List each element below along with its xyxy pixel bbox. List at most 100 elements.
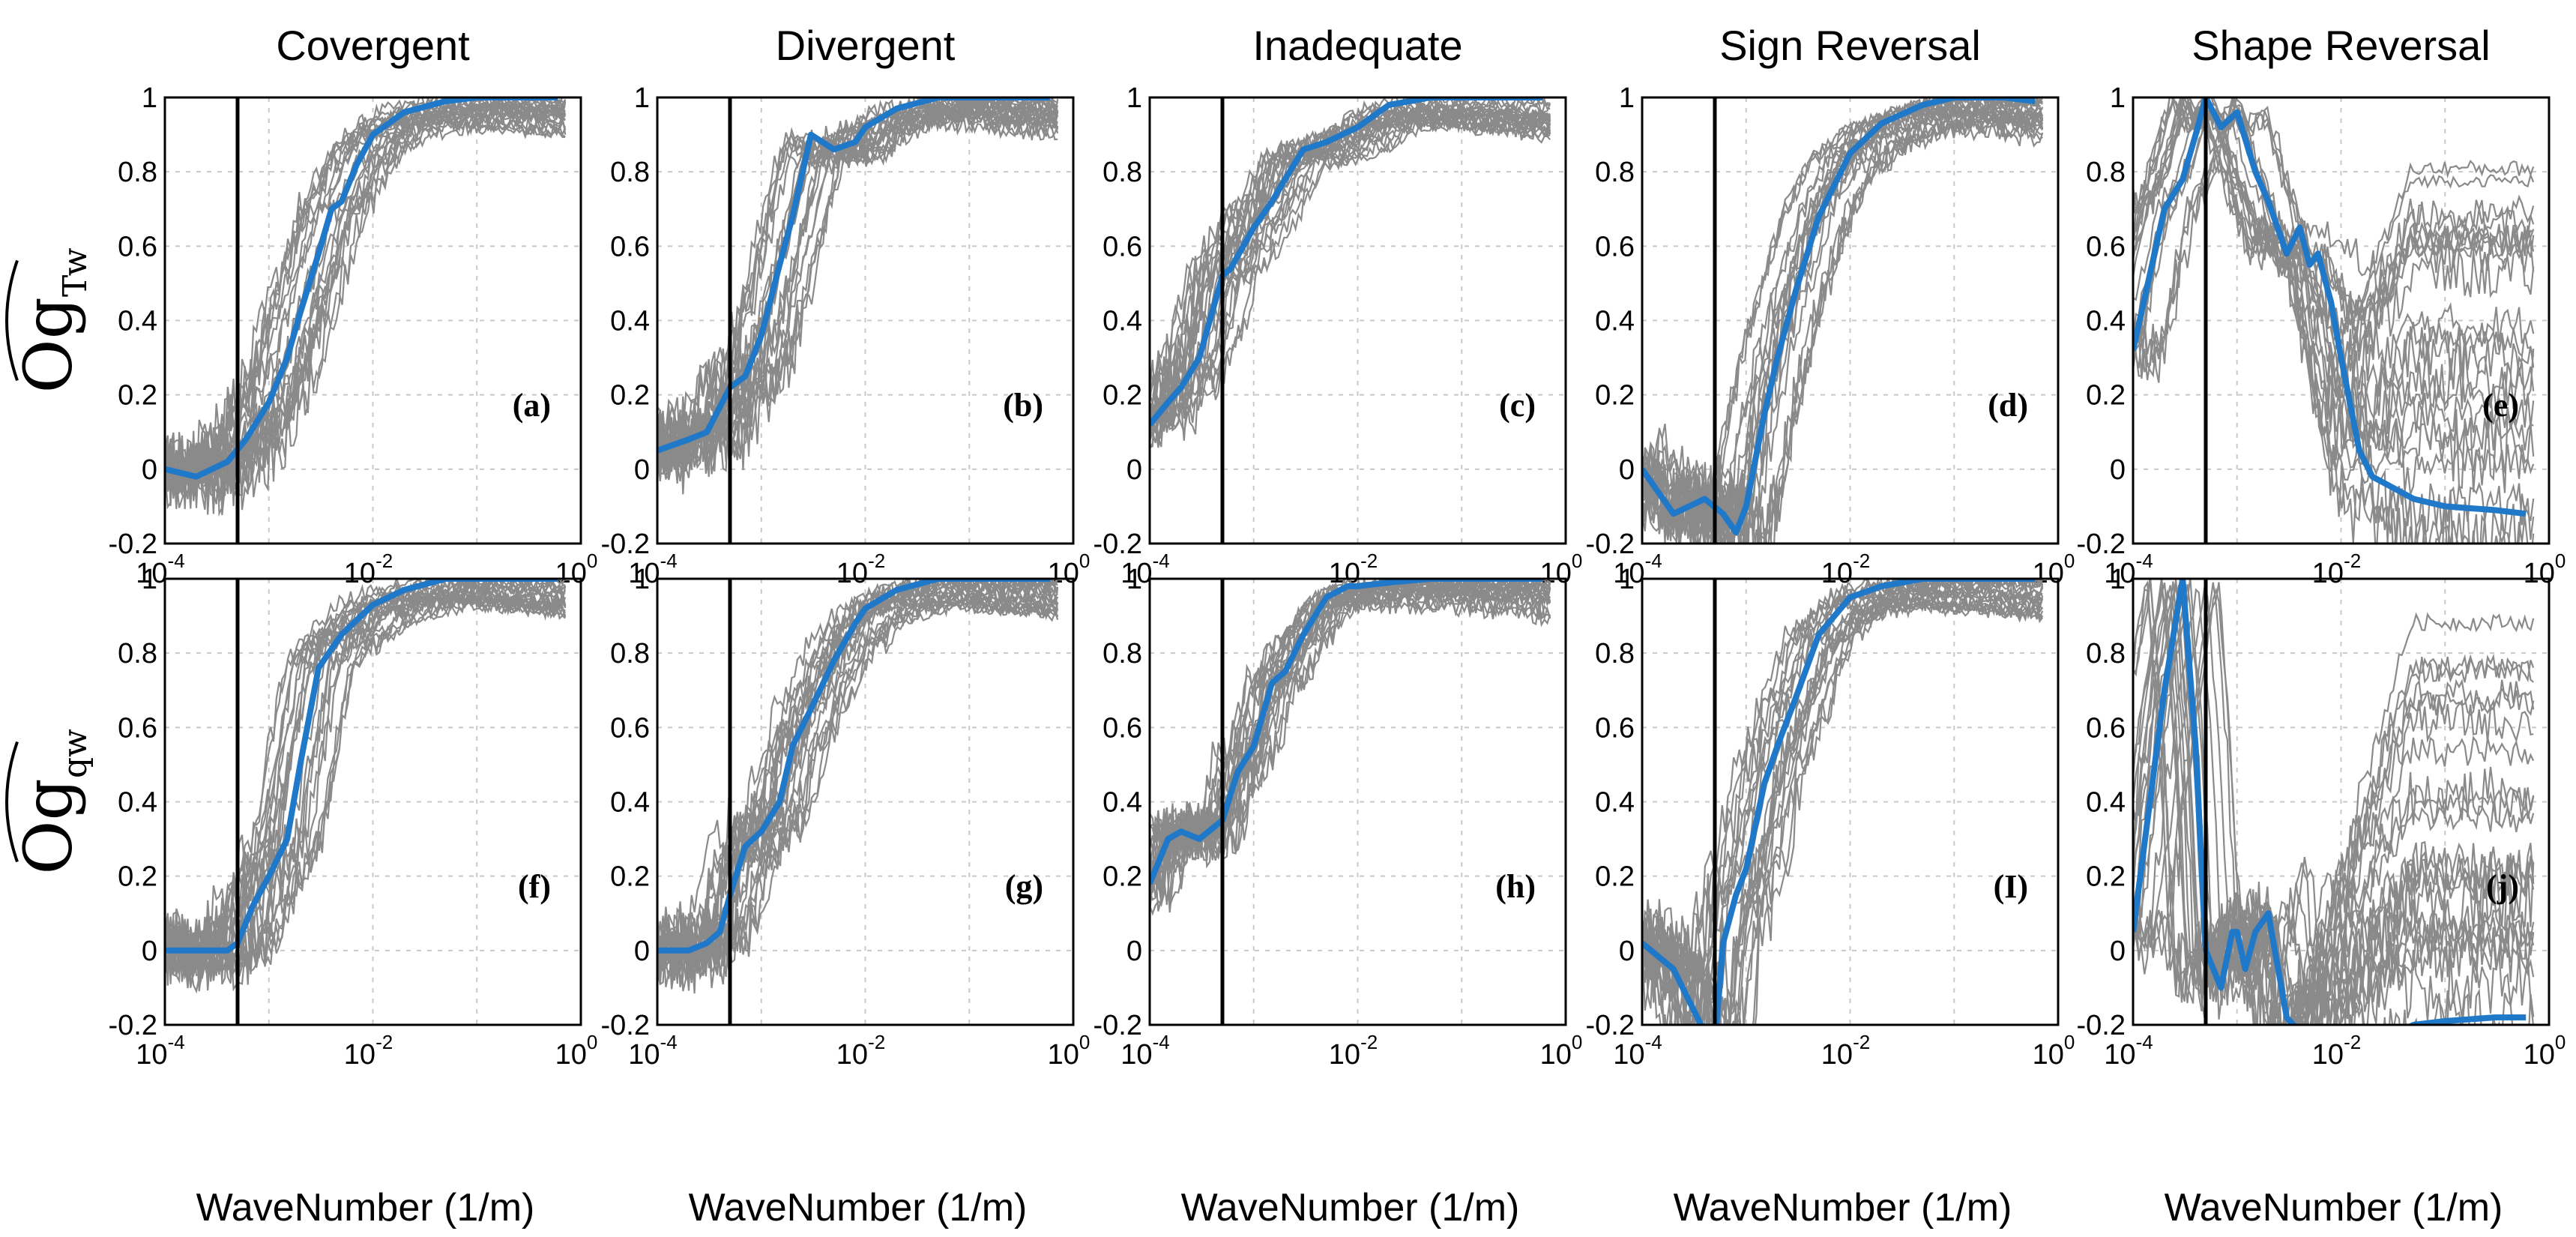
- plot-area: [657, 97, 1059, 495]
- y-tick-label: 0.2: [610, 861, 650, 893]
- y-tick-label: 0.8: [2086, 157, 2126, 188]
- x-tick-label: 100: [2033, 1031, 2075, 1071]
- x-tick-exponent: 0: [1079, 1031, 1090, 1053]
- ylabel-text: Ogqw: [10, 729, 94, 875]
- ensemble-curve: [2133, 579, 2535, 1002]
- x-tick-label: 10-4: [2104, 1031, 2153, 1071]
- x-tick-base: 10: [555, 1039, 587, 1071]
- plot-area: [2133, 97, 2535, 544]
- x-tick-base: 10: [2033, 1039, 2064, 1071]
- y-tick-label: 0.6: [1595, 712, 1635, 744]
- x-tick-exponent: 0: [2555, 1031, 2566, 1053]
- y-tick-label: -0.2: [2077, 529, 2126, 560]
- panel-letter: (j): [2486, 868, 2519, 905]
- column-title-5: Shape Reversal: [2192, 22, 2490, 69]
- plot-area: [165, 97, 567, 517]
- y-tick-label: -0.2: [1586, 529, 1635, 560]
- x-tick-exponent: -2: [1360, 1031, 1378, 1053]
- row-ylabel-1: OgTw: [5, 247, 94, 393]
- x-tick-exponent: -4: [1645, 550, 1662, 572]
- x-tick-exponent: -4: [1645, 1031, 1662, 1053]
- y-tick-label: -0.2: [601, 529, 650, 560]
- panel-letter: (h): [1495, 868, 1536, 905]
- x-tick-exponent: -4: [660, 1031, 678, 1053]
- x-tick-label: 100: [1540, 1031, 1583, 1071]
- y-tick-label: 0.4: [1103, 787, 1142, 819]
- panel-letter: (b): [1003, 387, 1043, 424]
- y-tick-label: 0.2: [610, 380, 650, 412]
- x-tick-base: 10: [2312, 558, 2344, 589]
- y-tick-label: 0.2: [1103, 380, 1142, 412]
- ensemble-curve: [1642, 600, 2043, 1025]
- x-tick-exponent: -2: [868, 1031, 885, 1053]
- y-tick-label: 1: [1619, 82, 1635, 114]
- x-axis-label: WaveNumber (1/m): [1674, 1186, 2012, 1230]
- y-tick-label: 0.6: [1103, 712, 1142, 744]
- y-tick-label: 0.6: [610, 231, 650, 262]
- x-tick-exponent: -2: [2344, 1031, 2361, 1053]
- y-tick-label: 0: [2110, 454, 2126, 486]
- panel-frame: [1641, 96, 2060, 545]
- column-title-2: Divergent: [776, 22, 956, 69]
- y-tick-label: 0.6: [1595, 231, 1635, 262]
- plot-area: [657, 579, 1059, 994]
- x-tick-base: 10: [2312, 1039, 2344, 1071]
- ensemble-curve: [657, 97, 1059, 476]
- row-ylabel-2: Ogqw: [5, 729, 94, 875]
- x-tick-exponent: 0: [2064, 550, 2075, 572]
- panel-frame: [1641, 577, 2060, 1026]
- y-tick-label: -0.2: [1586, 1010, 1635, 1041]
- ensemble-curve: [1642, 579, 2042, 1025]
- x-tick-exponent: -4: [2136, 1031, 2153, 1053]
- ensemble-curve: [2133, 97, 2535, 361]
- ensemble-curve: [1642, 97, 2043, 544]
- panel-f: 10.80.60.40.20-0.210-4 10-2 100(f)WaveNumb…: [109, 564, 598, 1230]
- x-tick-exponent: 0: [2555, 550, 2566, 572]
- ylabel-subscript: Tw: [56, 247, 94, 297]
- y-tick-label: 0.2: [118, 861, 157, 893]
- x-tick-label: 10-4: [628, 550, 677, 589]
- ensemble-curve: [2133, 97, 2535, 544]
- x-tick-base: 10: [836, 558, 868, 589]
- x-tick-base: 10: [628, 1039, 660, 1071]
- plot-area: [2133, 579, 2535, 1025]
- ylabel-hat: [5, 259, 19, 382]
- panel-frame: [656, 96, 1075, 545]
- ensemble-curve: [1642, 579, 2039, 1025]
- ensemble-curve: [2133, 586, 2535, 1018]
- y-tick-label: 0.2: [1595, 861, 1635, 893]
- x-tick-exponent: 0: [2064, 1031, 2075, 1053]
- x-tick-label: 10-4: [1613, 550, 1662, 589]
- ylabel-subscript: qw: [56, 729, 94, 778]
- highlight-series-line: [657, 97, 1051, 454]
- ensemble-curve: [2133, 585, 2535, 1025]
- x-tick-label: 100: [2524, 550, 2566, 589]
- x-tick-label: 10-2: [836, 1031, 885, 1071]
- x-tick-exponent: -4: [1153, 550, 1170, 572]
- y-tick-label: 0.8: [610, 157, 650, 188]
- ensemble-curve: [1642, 100, 2044, 544]
- y-tick-label: 0.4: [118, 306, 157, 337]
- highlight-series-line: [2133, 97, 2527, 517]
- y-tick-label: -0.2: [1094, 529, 1142, 560]
- x-axis-label: WaveNumber (1/m): [1181, 1186, 1520, 1230]
- panel-frame: [163, 577, 582, 1026]
- panel-I: 10.80.60.40.20-0.210-4 10-2 100(I)WaveNumb…: [1586, 564, 2075, 1230]
- x-tick-label: 10-4: [628, 1031, 677, 1071]
- ensemble-curve: [165, 98, 567, 486]
- ensemble-curve: [657, 109, 1059, 469]
- x-tick-exponent: -2: [1853, 1031, 1870, 1053]
- x-tick-base: 10: [136, 1039, 167, 1071]
- x-tick-label: 10-4: [136, 1031, 184, 1071]
- y-tick-label: 0.4: [2086, 306, 2126, 337]
- y-tick-label: 0: [1126, 454, 1142, 486]
- x-tick-exponent: -2: [868, 550, 885, 572]
- highlight-series-line: [1642, 579, 2036, 1025]
- y-tick-label: 1: [1619, 564, 1635, 595]
- ensemble-curve: [2133, 103, 2535, 378]
- x-tick-base: 10: [136, 558, 167, 589]
- panel-letter: (I): [1994, 868, 2028, 905]
- y-tick-label: 1: [142, 82, 157, 114]
- x-tick-base: 10: [2524, 558, 2555, 589]
- x-tick-base: 10: [1821, 1039, 1853, 1071]
